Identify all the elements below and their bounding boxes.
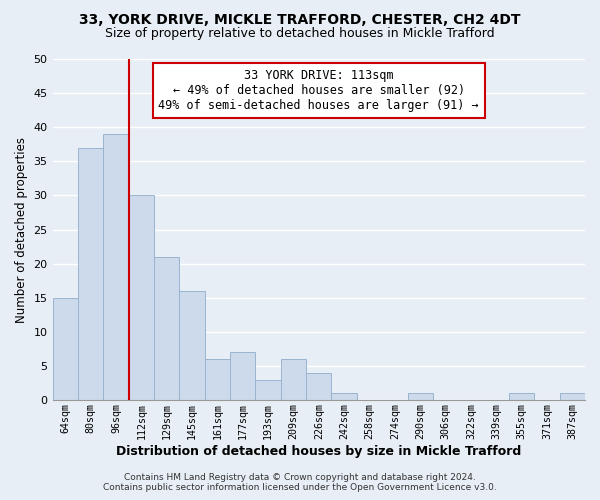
- Text: Contains HM Land Registry data © Crown copyright and database right 2024.
Contai: Contains HM Land Registry data © Crown c…: [103, 473, 497, 492]
- Bar: [154, 257, 179, 400]
- Bar: [256, 380, 281, 400]
- Bar: [509, 394, 534, 400]
- Text: 33, YORK DRIVE, MICKLE TRAFFORD, CHESTER, CH2 4DT: 33, YORK DRIVE, MICKLE TRAFFORD, CHESTER…: [79, 12, 521, 26]
- Bar: [281, 359, 306, 400]
- Bar: [179, 291, 205, 400]
- Bar: [230, 352, 256, 400]
- Bar: [560, 394, 585, 400]
- Text: Size of property relative to detached houses in Mickle Trafford: Size of property relative to detached ho…: [105, 28, 495, 40]
- Bar: [407, 394, 433, 400]
- Bar: [103, 134, 128, 400]
- Text: 33 YORK DRIVE: 113sqm
← 49% of detached houses are smaller (92)
49% of semi-deta: 33 YORK DRIVE: 113sqm ← 49% of detached …: [158, 69, 479, 112]
- Bar: [53, 298, 78, 400]
- Bar: [205, 359, 230, 400]
- Bar: [331, 394, 357, 400]
- Y-axis label: Number of detached properties: Number of detached properties: [15, 136, 28, 322]
- Bar: [78, 148, 103, 400]
- Bar: [128, 196, 154, 400]
- X-axis label: Distribution of detached houses by size in Mickle Trafford: Distribution of detached houses by size …: [116, 444, 521, 458]
- Bar: [306, 373, 331, 400]
